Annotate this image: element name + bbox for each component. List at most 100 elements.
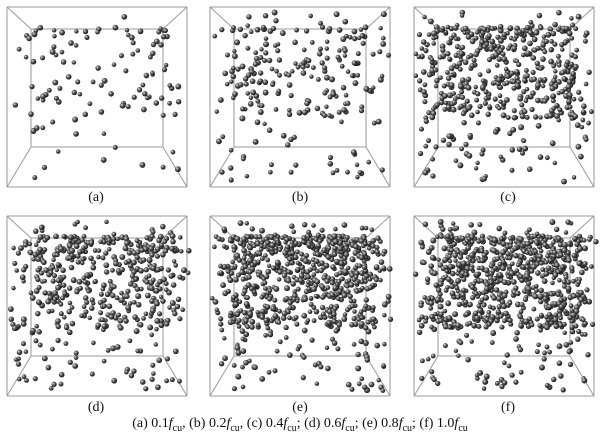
particle [566,98,572,105]
particle [366,159,372,165]
particle [73,43,79,48]
particle [357,170,363,175]
particle [488,318,494,324]
box-edge [209,215,235,239]
particle [513,252,519,259]
particle [491,295,497,301]
particle [426,32,432,37]
particle [339,265,344,270]
particle [79,237,85,243]
particle [422,295,428,300]
particle [438,234,444,239]
particle [497,23,504,30]
particle [123,236,130,242]
particle [585,351,591,358]
particle [540,83,546,89]
particle [81,245,86,251]
particle [101,282,107,289]
particle [79,313,84,319]
particle [535,270,541,276]
particle [114,295,120,301]
particle [245,295,250,301]
particle [89,371,95,377]
particle [555,27,561,33]
particle [16,46,22,52]
particle [35,256,41,262]
particle [104,219,109,225]
particle [564,25,570,31]
particle [74,289,80,295]
particle [62,291,68,296]
particle [233,276,239,283]
particle [146,273,152,279]
particle [129,34,135,41]
particle [154,317,161,324]
particle [576,260,583,267]
particle [265,325,271,331]
particle [332,238,339,245]
particle [283,324,289,331]
particle [230,294,236,300]
particle [449,72,454,78]
particle [231,25,236,30]
box-edge [413,215,439,239]
particle [548,26,554,32]
particle [240,276,246,282]
particle [362,340,369,346]
particle [475,120,481,126]
particle [429,313,435,320]
particle [66,308,72,315]
particle [81,304,87,310]
particle [134,254,140,261]
box-edge [569,215,595,239]
particle [463,299,469,305]
particle [507,317,513,323]
particle [172,111,178,117]
particle [473,291,479,296]
particle [285,244,291,250]
particle [329,76,335,83]
particle [359,104,365,110]
particle [423,118,429,124]
particle [313,293,319,299]
particle [542,350,547,356]
particle [267,296,273,302]
particle [222,290,229,297]
particle [482,44,488,49]
particle [529,106,535,113]
particle [385,52,392,58]
particle [170,282,177,288]
particle [261,292,267,298]
particle [479,84,486,91]
particle [333,328,339,334]
particle [38,224,44,231]
particle [265,304,271,310]
particle [317,238,323,244]
particle [38,270,45,276]
particle [455,322,461,329]
particle [254,119,261,126]
particle [326,308,333,315]
particle [288,169,294,175]
particle [143,267,149,273]
particle [174,303,181,310]
particle [348,281,355,288]
particle [501,259,506,265]
particle [387,316,394,322]
particle [91,259,97,266]
particle [453,52,459,58]
particle [460,77,466,83]
particle [511,114,518,121]
particle [351,28,358,35]
particle [428,305,434,311]
particle [420,39,427,45]
particle [509,167,515,173]
particle [534,240,539,246]
particle [58,311,64,317]
particle [579,269,585,276]
particle [84,34,90,40]
particle [446,40,451,45]
particle [51,381,57,387]
particle [293,162,299,168]
particle [510,261,515,267]
